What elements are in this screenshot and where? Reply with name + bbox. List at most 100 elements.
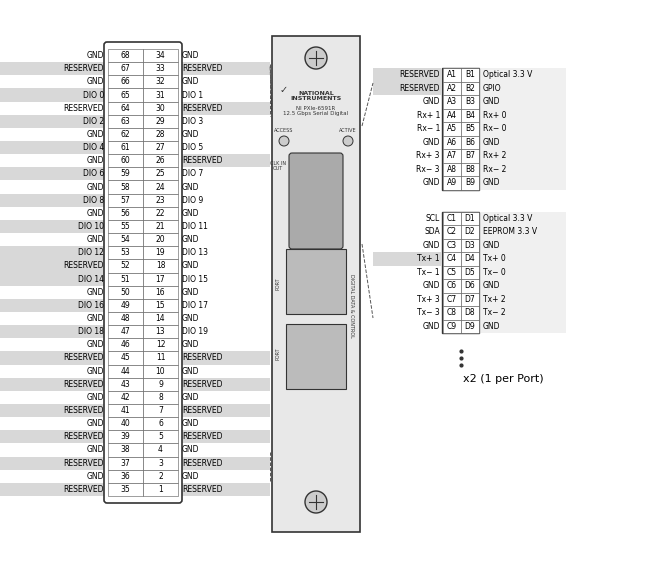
Bar	[108, 88, 143, 102]
Circle shape	[305, 491, 327, 513]
Text: GND: GND	[483, 138, 500, 147]
Text: RESERVED: RESERVED	[182, 64, 222, 73]
Bar	[0, 220, 106, 233]
Bar	[180, 49, 270, 62]
Bar	[180, 430, 270, 443]
Text: 63: 63	[120, 117, 130, 126]
Text: GND: GND	[422, 178, 440, 187]
Bar	[108, 457, 143, 470]
Text: RESERVED: RESERVED	[64, 380, 104, 389]
Bar	[443, 266, 461, 279]
Text: DIO 13: DIO 13	[182, 248, 208, 258]
Bar	[461, 95, 479, 109]
Bar	[0, 259, 106, 273]
Bar	[143, 378, 178, 391]
Text: 17: 17	[156, 274, 166, 284]
Bar	[180, 180, 270, 194]
Bar	[443, 211, 461, 225]
Text: B3: B3	[465, 98, 475, 106]
Text: EEPROM 3.3 V: EEPROM 3.3 V	[483, 227, 537, 237]
Text: Rx+ 0: Rx+ 0	[483, 111, 506, 120]
Text: DIO 7: DIO 7	[182, 169, 203, 178]
FancyBboxPatch shape	[289, 153, 343, 249]
Text: Tx+ 3: Tx+ 3	[417, 295, 440, 304]
Text: GND: GND	[182, 209, 199, 218]
Bar	[0, 352, 106, 364]
Text: 55: 55	[120, 222, 130, 231]
Bar	[180, 391, 270, 404]
Text: 11: 11	[156, 353, 166, 363]
Text: GND: GND	[483, 281, 500, 290]
Bar	[461, 279, 479, 293]
Text: GND: GND	[182, 235, 199, 244]
Bar	[0, 207, 106, 220]
Text: 36: 36	[120, 472, 130, 481]
Text: DIO 12: DIO 12	[78, 248, 104, 258]
Text: GND: GND	[87, 419, 104, 428]
Bar	[180, 352, 270, 364]
Text: C9: C9	[447, 322, 457, 331]
Bar	[373, 122, 441, 135]
Bar	[481, 252, 566, 266]
Text: 16: 16	[156, 288, 166, 297]
Bar	[143, 246, 178, 259]
Text: 28: 28	[156, 130, 166, 139]
Bar	[481, 149, 566, 162]
Bar	[0, 483, 106, 496]
Text: B6: B6	[465, 138, 475, 147]
Bar	[108, 352, 143, 364]
Circle shape	[305, 47, 327, 69]
Text: 5: 5	[158, 432, 163, 442]
Bar	[180, 325, 270, 338]
Text: A2: A2	[447, 84, 457, 93]
Bar	[481, 82, 566, 95]
Bar	[143, 299, 178, 312]
Text: 8: 8	[158, 393, 163, 402]
Bar	[108, 391, 143, 404]
Bar	[373, 82, 441, 95]
Text: RESERVED: RESERVED	[64, 432, 104, 442]
Bar	[0, 49, 106, 62]
Bar	[143, 325, 178, 338]
Text: GPIO: GPIO	[483, 84, 502, 93]
Bar	[461, 225, 479, 238]
Bar	[143, 470, 178, 483]
Bar	[0, 286, 106, 299]
Bar	[180, 102, 270, 114]
Bar	[180, 312, 270, 325]
Text: C1: C1	[447, 214, 457, 223]
Text: D9: D9	[465, 322, 475, 331]
Text: B8: B8	[465, 165, 475, 174]
Text: DIO 16: DIO 16	[78, 301, 104, 310]
Text: RESERVED: RESERVED	[182, 432, 222, 442]
Bar	[0, 233, 106, 246]
Text: 46: 46	[120, 340, 130, 349]
Text: A4: A4	[447, 111, 457, 120]
Bar	[373, 149, 441, 162]
Text: 15: 15	[156, 301, 166, 310]
Text: GND: GND	[182, 419, 199, 428]
Bar	[180, 114, 270, 128]
Bar	[108, 168, 143, 180]
Bar	[442, 68, 479, 189]
Text: Rx− 2: Rx− 2	[483, 165, 506, 174]
Bar	[0, 470, 106, 483]
Bar	[373, 135, 441, 149]
Bar	[108, 364, 143, 378]
Text: GND: GND	[422, 322, 440, 331]
Text: RESERVED: RESERVED	[182, 485, 222, 494]
Text: RESERVED: RESERVED	[182, 104, 222, 113]
Text: D3: D3	[465, 241, 475, 250]
Bar	[180, 417, 270, 430]
Bar	[108, 141, 143, 154]
Bar	[443, 279, 461, 293]
Text: 34: 34	[156, 51, 166, 60]
Text: 10: 10	[156, 367, 166, 376]
Bar	[180, 194, 270, 207]
Text: DIO 4: DIO 4	[83, 143, 104, 152]
Bar	[108, 49, 143, 62]
Bar	[0, 364, 106, 378]
Bar	[0, 128, 106, 141]
Bar	[0, 102, 106, 114]
Bar	[481, 279, 566, 293]
